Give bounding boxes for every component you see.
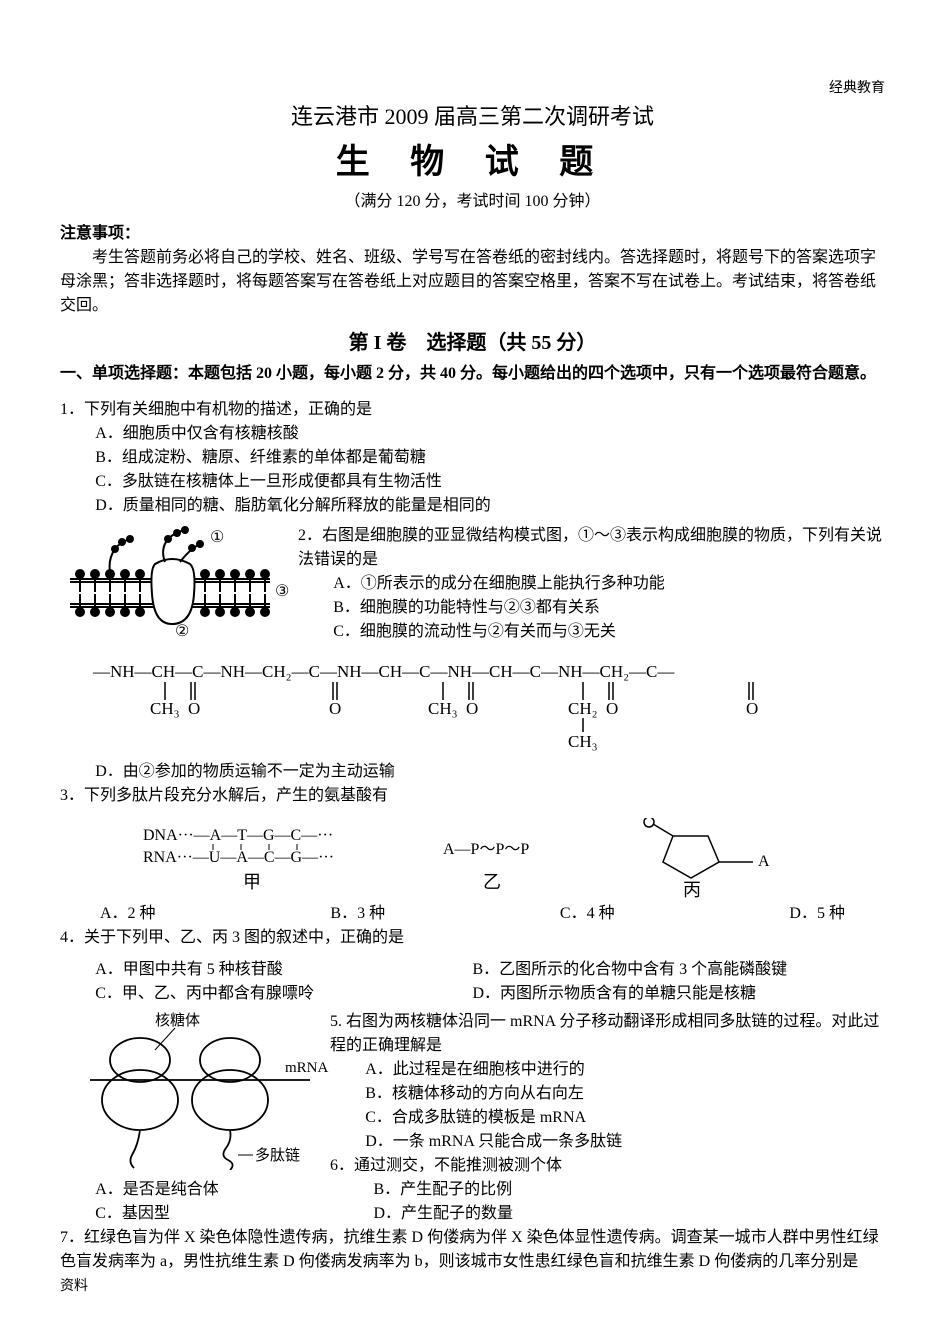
notice-body: 考生答题前务必将自己的学校、姓名、班级、学号写在答卷纸的密封线内。答选择题时，将…: [60, 246, 885, 318]
svg-text:O: O: [606, 699, 618, 718]
q4-stem: 4．关于下列甲、乙、丙 3 图的叙述中，正确的是: [60, 926, 885, 950]
q4-diagram: DNA···—A—T—G—C—··· RNA···—U—A—C—G—··· 甲 …: [113, 818, 833, 898]
q5-option-d: D．一条 mRNA 只能合成一条多肽链: [330, 1130, 885, 1154]
q1-stem: 1．下列有关细胞中有机物的描述，正确的是: [60, 398, 885, 422]
membrane-diagram: ① ② ③: [60, 524, 290, 644]
footer-label: 资料: [60, 1276, 88, 1297]
q2-option-a: A．①所表示的成分在细胞膜上能执行多种功能: [298, 572, 885, 596]
q4-label-yi: 乙: [483, 872, 501, 892]
q4-label-bing: 丙: [683, 880, 701, 898]
svg-text:O: O: [746, 699, 758, 718]
q6-row-2: C．基因型 D．产生配子的数量: [60, 1202, 885, 1226]
q6-option-c: C．基因型: [60, 1202, 374, 1226]
q2-stem: 2．右图是细胞膜的亚显微结构模式图，①～③表示构成细胞膜的物质，下列有关说法错误…: [298, 524, 885, 572]
svg-text:—NH—CH—C—NH—CH₂—C—NH—CH—C—NH—C: —NH—CH—C—NH—CH₂—C—NH—CH—C—NH—CH—C—NH—CH₂…: [92, 662, 675, 681]
q4-dna-text: DNA···—A—T—G—C—···: [143, 827, 333, 844]
q6-option-d: D．产生配子的数量: [374, 1202, 886, 1226]
q6-option-a: A．是否是纯合体: [60, 1178, 374, 1202]
q4-option-d: D．丙图所示物质含有的单糖只能是核糖: [473, 982, 886, 1006]
mrna-label: mRNA: [285, 1060, 329, 1076]
q6-stem: 6．通过测交，不能推测被测个体: [330, 1154, 885, 1178]
q4-option-b: B．乙图所示的化合物中含有 3 个高能磷酸键: [473, 958, 886, 982]
peptide-label: 多肽链: [255, 1147, 300, 1164]
exam-title: 生 物 试 题: [60, 137, 885, 188]
section-1-title: 第 I 卷 选择题（共 55 分）: [60, 328, 885, 358]
q4-yi-text: A—P～P～P: [443, 841, 529, 858]
svg-text:CH₃: CH₃: [150, 699, 180, 718]
svg-text:CH₂: CH₂: [568, 699, 598, 718]
q4-bing-a: A: [758, 853, 770, 870]
question-5: 核糖体 mRNA 多肽链 5. 右图为两核糖体沿同一 mRNA 分子移动翻译形成…: [60, 1010, 885, 1178]
notice-heading: 注意事项：: [60, 222, 885, 246]
q3-option-b: B．3 种: [330, 902, 385, 926]
q4-options-row-2: C．甲、乙、丙中都含有腺嘌呤 D．丙图所示物质含有的单糖只能是核糖: [60, 982, 885, 1006]
q3-option-a: A．2 种: [100, 902, 156, 926]
header-label: 经典教育: [829, 78, 885, 99]
membrane-label-2: ②: [175, 623, 189, 640]
q4-option-a: A．甲图中共有 5 种核苷酸: [60, 958, 473, 982]
svg-text:O: O: [329, 699, 341, 718]
q3-option-d: D．5 种: [789, 902, 845, 926]
q2-option-c: C．细胞膜的流动性与②有关而与③无关: [298, 620, 885, 644]
q3-options-row: A．2 种 B．3 种 C．4 种 D．5 种: [60, 902, 885, 926]
question-2: ① ② ③ 2．右图是细胞膜的亚显微结构模式图，①～③表示构成细胞膜的物质，下列…: [60, 524, 885, 644]
membrane-label-3: ③: [275, 583, 289, 600]
q7-stem: 7．红绿色盲为伴 X 染色体隐性遗传病，抗维生素 D 佝偻病为伴 X 染色体显性…: [60, 1226, 885, 1274]
q1-option-a: A．细胞质中仅含有核糖核酸: [60, 422, 885, 446]
peptide-diagram: —NH—CH—C—NH—CH₂—C—NH—CH—C—NH—CH—C—NH—CH₂…: [83, 652, 863, 752]
q2-option-d: D．由②参加的物质运输不一定为主动运输: [60, 760, 885, 784]
section-1-instruction: 一、单项选择题：本题包括 20 小题，每小题 2 分，共 40 分。每小题给出的…: [60, 362, 885, 386]
q4-options-row-1: A．甲图中共有 5 种核苷酸 B．乙图所示的化合物中含有 3 个高能磷酸键: [60, 958, 885, 982]
ribosome-label: 核糖体: [155, 1012, 200, 1029]
q4-option-c: C．甲、乙、丙中都含有腺嘌呤: [60, 982, 473, 1006]
svg-text:CH₃: CH₃: [428, 699, 458, 718]
q5-stem: 5. 右图为两核糖体沿同一 mRNA 分子移动翻译形成相同多肽链的过程。对此过程…: [330, 1010, 885, 1058]
q1-option-b: B．组成淀粉、糖原、纤维素的单体都是葡萄糖: [60, 446, 885, 470]
q1-option-c: C．多肽链在核糖体上一旦形成便都具有生物活性: [60, 470, 885, 494]
exam-header: 连云港市 2009 届高三第二次调研考试: [60, 100, 885, 133]
question-1: 1．下列有关细胞中有机物的描述，正确的是 A．细胞质中仅含有核糖核酸 B．组成淀…: [60, 398, 885, 518]
q3-stem: 3．下列多肽片段充分水解后，产生的氨基酸有: [60, 784, 885, 808]
exam-subtitle: （满分 120 分，考试时间 100 分钟）: [60, 190, 885, 214]
q1-option-d: D．质量相同的糖、脂肪氧化分解所释放的能量是相同的: [60, 494, 885, 518]
q5-option-b: B．核糖体移动的方向从右向左: [330, 1082, 885, 1106]
q5-option-a: A．此过程是在细胞核中进行的: [330, 1058, 885, 1082]
q3-option-c: C．4 种: [560, 902, 615, 926]
q4-label-jia: 甲: [243, 872, 261, 892]
svg-text:O: O: [466, 699, 478, 718]
q4-rna-text: RNA···—U—A—C—G—···: [143, 849, 334, 866]
membrane-label-1: ①: [210, 529, 224, 546]
q2-option-b: B．细胞膜的功能特性与②③都有关系: [298, 596, 885, 620]
q5-option-c: C．合成多肽链的模板是 mRNA: [330, 1106, 885, 1130]
q6-row-1: A．是否是纯合体 B．产生配子的比例: [60, 1178, 885, 1202]
q6-option-b: B．产生配子的比例: [374, 1178, 886, 1202]
svg-text:O: O: [188, 699, 200, 718]
svg-text:CH₃: CH₃: [568, 732, 598, 751]
ribosome-diagram: 核糖体 mRNA 多肽链: [60, 1010, 330, 1170]
